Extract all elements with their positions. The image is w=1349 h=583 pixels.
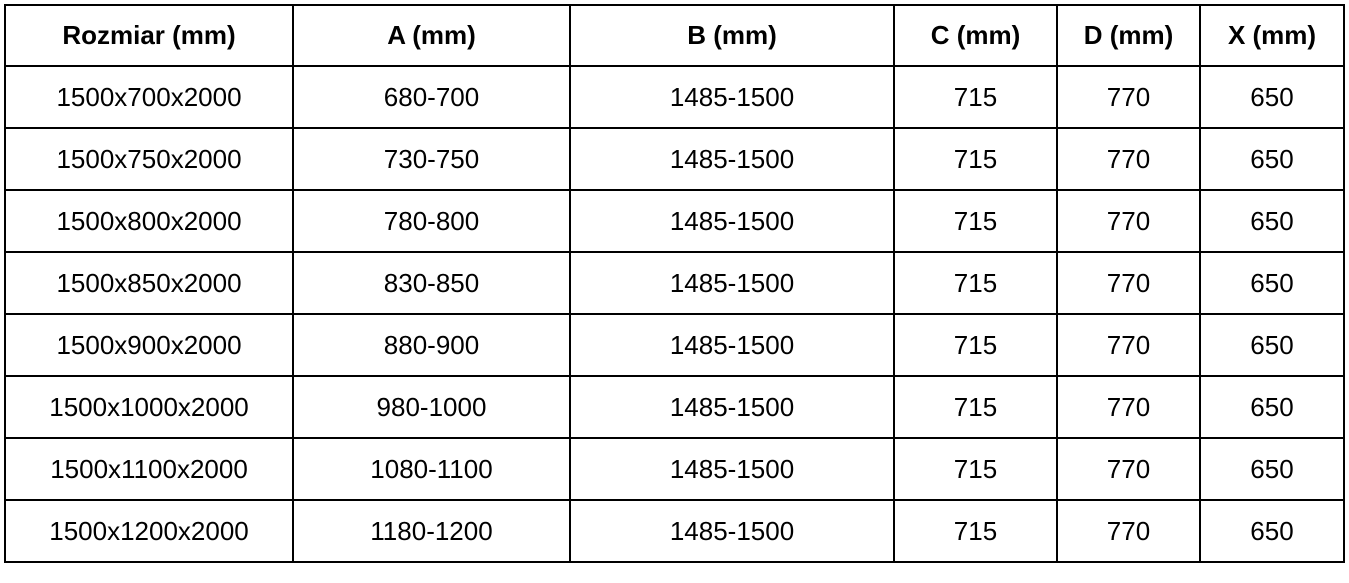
table-row: 1500x1100x2000 1080-1100 1485-1500 715 770 65… <box>4 437 1345 501</box>
cell-b: 1485-1500 <box>569 499 895 563</box>
cell-x: 650 <box>1199 65 1345 129</box>
cell-d: 770 <box>1056 437 1201 501</box>
cell-d: 770 <box>1056 127 1201 191</box>
cell-c: 715 <box>893 499 1058 563</box>
cell-size: 1500x850x2000 <box>4 251 294 315</box>
cell-c: 715 <box>893 127 1058 191</box>
cell-b: 1485-1500 <box>569 437 895 501</box>
cell-a: 980-1000 <box>292 375 571 439</box>
cell-a: 880-900 <box>292 313 571 377</box>
cell-b: 1485-1500 <box>569 375 895 439</box>
table-row: 1500x900x2000 880-900 1485-1500 715 770 650 <box>4 313 1345 377</box>
cell-a: 1180-1200 <box>292 499 571 563</box>
column-header-a: A (mm) <box>292 4 571 67</box>
cell-size: 1500x700x2000 <box>4 65 294 129</box>
column-header-size: Rozmiar (mm) <box>4 4 294 67</box>
cell-size: 1500x1100x2000 <box>4 437 294 501</box>
cell-a: 1080-1100 <box>292 437 571 501</box>
table-row: 1500x850x2000 830-850 1485-1500 715 770 650 <box>4 251 1345 315</box>
cell-d: 770 <box>1056 189 1201 253</box>
cell-c: 715 <box>893 437 1058 501</box>
cell-c: 715 <box>893 313 1058 377</box>
table-row: 1500x1000x2000 980-1000 1485-1500 715 770 650 <box>4 375 1345 439</box>
dimensions-table: Rozmiar (mm) A (mm) B (mm) C (mm) D (mm) X (m… <box>4 4 1345 563</box>
cell-x: 650 <box>1199 437 1345 501</box>
column-header-x: X (mm) <box>1199 4 1345 67</box>
column-header-b: B (mm) <box>569 4 895 67</box>
cell-x: 650 <box>1199 499 1345 563</box>
cell-b: 1485-1500 <box>569 127 895 191</box>
cell-x: 650 <box>1199 127 1345 191</box>
cell-b: 1485-1500 <box>569 251 895 315</box>
cell-size: 1500x900x2000 <box>4 313 294 377</box>
cell-x: 650 <box>1199 251 1345 315</box>
cell-a: 730-750 <box>292 127 571 191</box>
cell-c: 715 <box>893 375 1058 439</box>
cell-size: 1500x1200x2000 <box>4 499 294 563</box>
cell-d: 770 <box>1056 499 1201 563</box>
cell-size: 1500x750x2000 <box>4 127 294 191</box>
cell-b: 1485-1500 <box>569 313 895 377</box>
cell-a: 830-850 <box>292 251 571 315</box>
table-row: 1500x1200x2000 1180-1200 1485-1500 715 770 65… <box>4 499 1345 563</box>
cell-x: 650 <box>1199 375 1345 439</box>
column-header-c: C (mm) <box>893 4 1058 67</box>
cell-b: 1485-1500 <box>569 189 895 253</box>
cell-a: 680-700 <box>292 65 571 129</box>
cell-x: 650 <box>1199 313 1345 377</box>
table-row: 1500x750x2000 730-750 1485-1500 715 770 650 <box>4 127 1345 191</box>
cell-d: 770 <box>1056 313 1201 377</box>
cell-size: 1500x1000x2000 <box>4 375 294 439</box>
cell-x: 650 <box>1199 189 1345 253</box>
cell-d: 770 <box>1056 251 1201 315</box>
column-header-d: D (mm) <box>1056 4 1201 67</box>
table-row: 1500x700x2000 680-700 1485-1500 715 770 650 <box>4 65 1345 129</box>
cell-c: 715 <box>893 251 1058 315</box>
table-row: 1500x800x2000 780-800 1485-1500 715 770 650 <box>4 189 1345 253</box>
cell-d: 770 <box>1056 375 1201 439</box>
header-row: Rozmiar (mm) A (mm) B (mm) C (mm) D (mm) X (m… <box>4 4 1345 67</box>
cell-a: 780-800 <box>292 189 571 253</box>
cell-size: 1500x800x2000 <box>4 189 294 253</box>
cell-d: 770 <box>1056 65 1201 129</box>
cell-c: 715 <box>893 189 1058 253</box>
cell-b: 1485-1500 <box>569 65 895 129</box>
cell-c: 715 <box>893 65 1058 129</box>
